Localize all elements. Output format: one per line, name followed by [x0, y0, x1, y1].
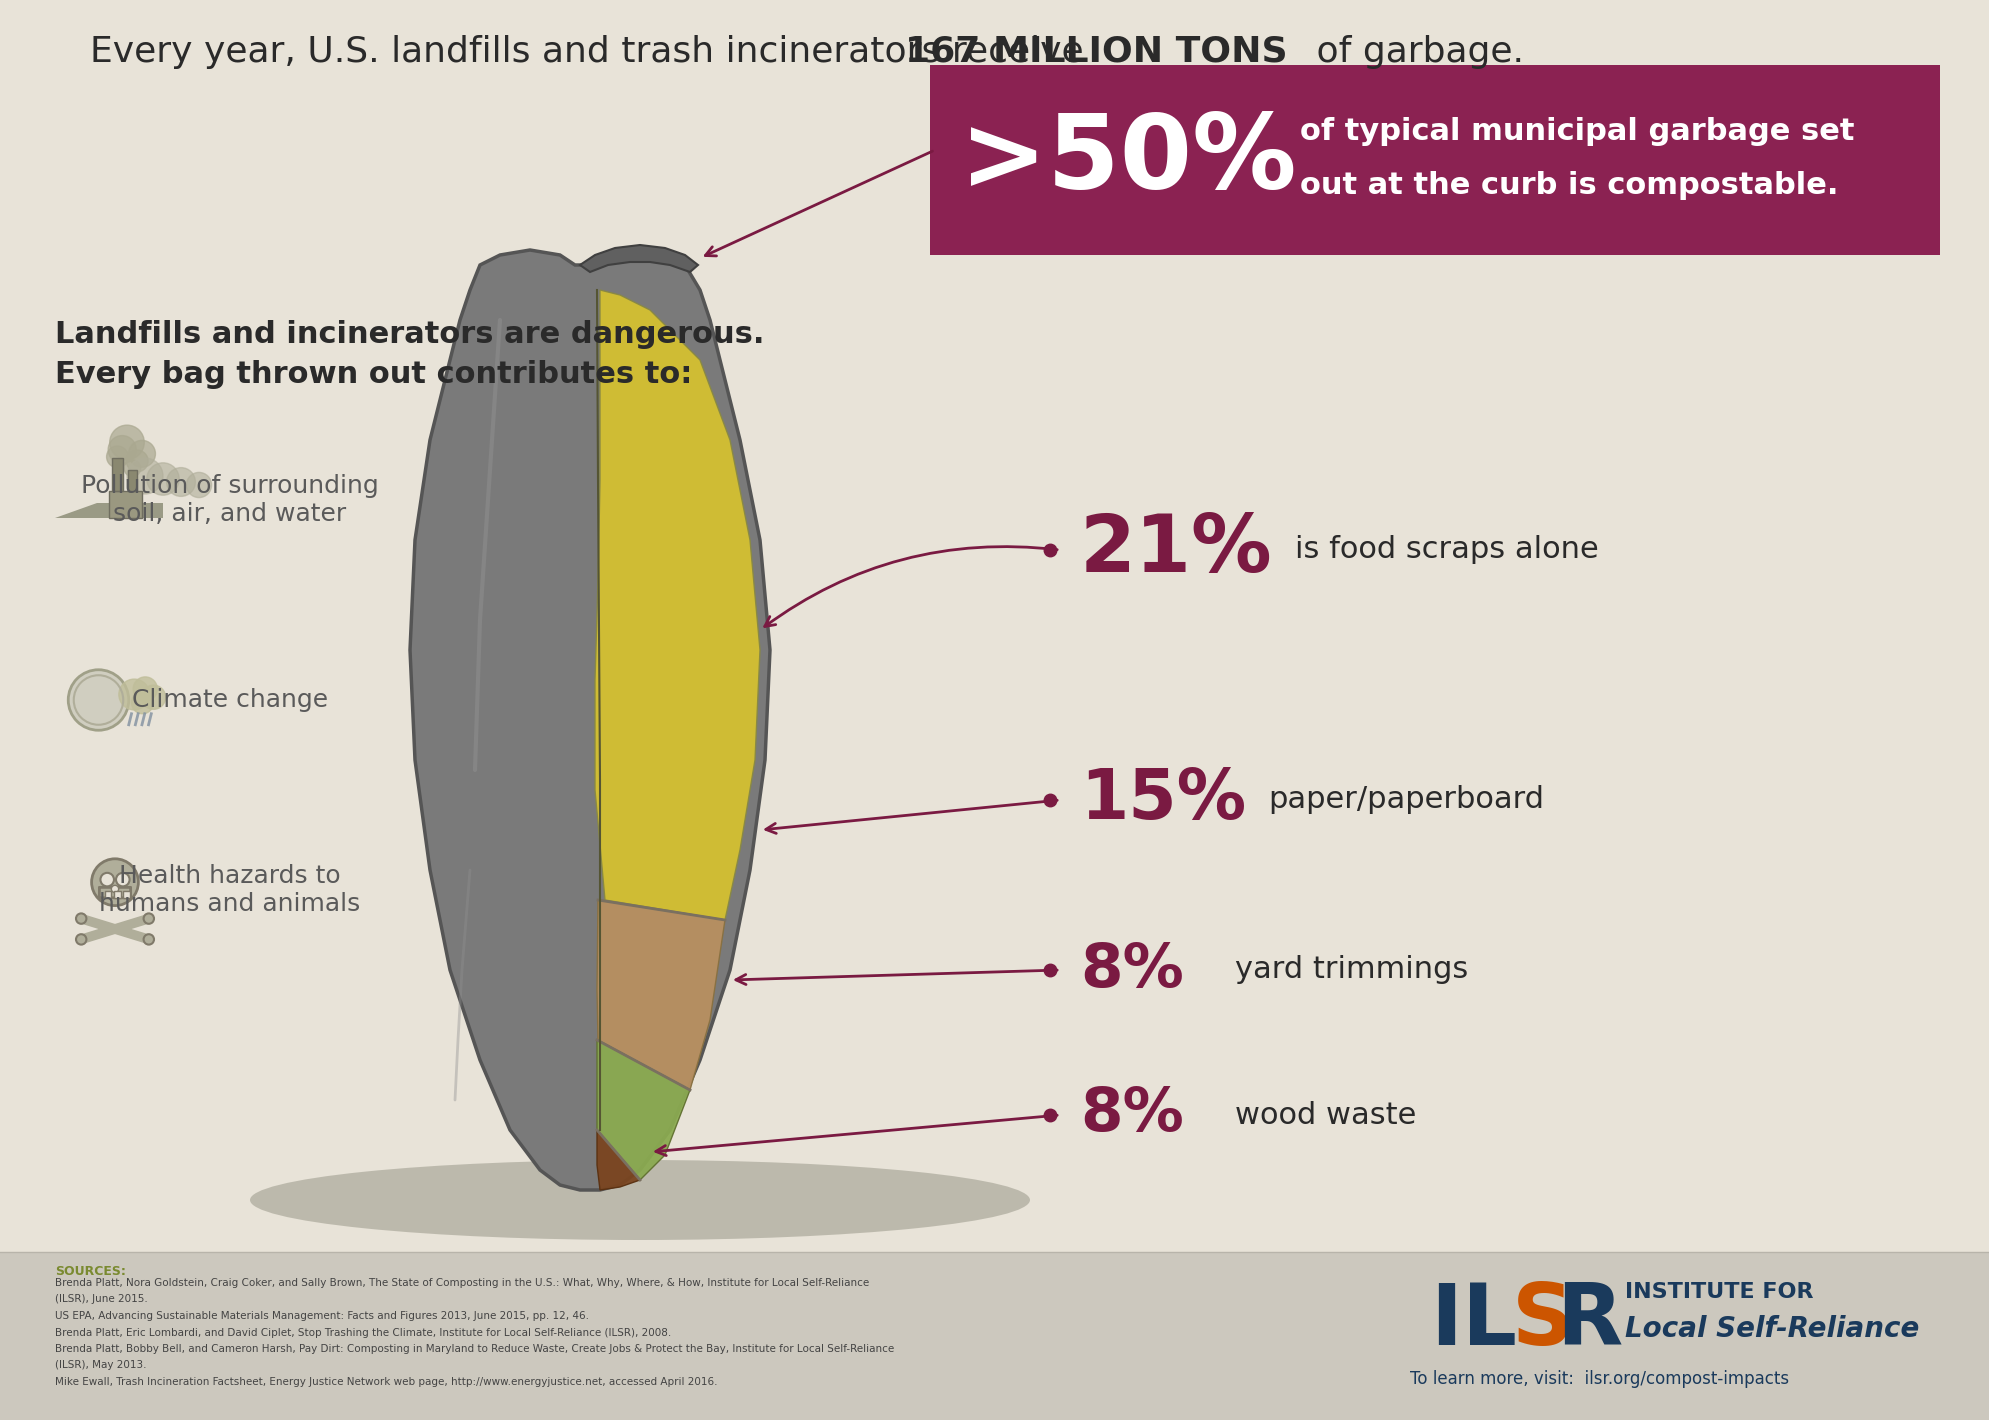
Text: paper/paperboard: paper/paperboard: [1267, 785, 1543, 815]
Circle shape: [187, 473, 211, 497]
Text: 167 MILLION TONS: 167 MILLION TONS: [905, 36, 1287, 70]
Bar: [111, 459, 123, 491]
Text: Climate change: Climate change: [131, 689, 328, 711]
Text: S: S: [1512, 1279, 1573, 1363]
Polygon shape: [597, 1130, 640, 1190]
Bar: [929, 65, 1939, 256]
Text: SOURCES:: SOURCES:: [56, 1265, 125, 1278]
Circle shape: [133, 677, 157, 701]
Text: is food scraps alone: is food scraps alone: [1295, 535, 1597, 565]
Circle shape: [91, 859, 139, 906]
Circle shape: [107, 446, 127, 467]
Bar: [113, 890, 121, 897]
Text: out at the curb is compostable.: out at the curb is compostable.: [1299, 170, 1838, 199]
Circle shape: [123, 460, 141, 477]
Polygon shape: [597, 1039, 690, 1180]
Text: To learn more, visit:  ilsr.org/compost-impacts: To learn more, visit: ilsr.org/compost-i…: [1410, 1370, 1788, 1387]
FancyBboxPatch shape: [99, 888, 131, 897]
Text: R: R: [1555, 1279, 1621, 1363]
Polygon shape: [595, 290, 760, 920]
Circle shape: [119, 679, 149, 710]
Text: of garbage.: of garbage.: [1305, 36, 1524, 70]
Circle shape: [143, 913, 153, 924]
Circle shape: [115, 873, 129, 886]
Bar: [109, 491, 141, 518]
Text: Landfills and incinerators are dangerous.: Landfills and incinerators are dangerous…: [56, 320, 764, 349]
Circle shape: [143, 934, 153, 944]
Text: Pollution of surrounding
soil, air, and water: Pollution of surrounding soil, air, and …: [82, 474, 378, 525]
Bar: [127, 470, 137, 491]
Circle shape: [127, 459, 163, 494]
Text: 8%: 8%: [1080, 940, 1183, 1000]
Text: Brenda Platt, Eric Lombardi, and David Ciplet, Stop Trashing the Climate, Instit: Brenda Platt, Eric Lombardi, and David C…: [56, 1328, 670, 1338]
Text: Local Self-Reliance: Local Self-Reliance: [1625, 1315, 1919, 1343]
Polygon shape: [597, 900, 724, 1091]
Circle shape: [76, 913, 86, 924]
Polygon shape: [579, 246, 698, 273]
Text: Every year, U.S. landfills and trash incinerators receive: Every year, U.S. landfills and trash inc…: [90, 36, 1094, 70]
Text: yard trimmings: yard trimmings: [1235, 956, 1468, 984]
Polygon shape: [410, 250, 770, 1190]
Bar: [0, 1252, 1989, 1420]
Circle shape: [107, 436, 135, 464]
Text: >50%: >50%: [959, 109, 1297, 210]
Bar: [123, 890, 129, 897]
Circle shape: [129, 440, 155, 467]
Circle shape: [76, 934, 86, 944]
Ellipse shape: [251, 1160, 1030, 1240]
Text: Health hazards to
humans and animals: Health hazards to humans and animals: [99, 865, 360, 916]
Text: Brenda Platt, Nora Goldstein, Craig Coker, and Sally Brown, The State of Compost: Brenda Platt, Nora Goldstein, Craig Coke…: [56, 1278, 869, 1288]
Text: Every bag thrown out contributes to:: Every bag thrown out contributes to:: [56, 361, 692, 389]
Circle shape: [111, 885, 119, 893]
Circle shape: [167, 467, 195, 497]
Text: 8%: 8%: [1080, 1085, 1183, 1145]
Text: 21%: 21%: [1080, 511, 1273, 589]
Circle shape: [131, 692, 153, 714]
Text: IL: IL: [1430, 1279, 1516, 1363]
Text: INSTITUTE FOR: INSTITUTE FOR: [1625, 1282, 1812, 1302]
Text: (ILSR), May 2013.: (ILSR), May 2013.: [56, 1360, 147, 1370]
Text: 15%: 15%: [1080, 767, 1245, 834]
Circle shape: [147, 463, 179, 496]
Bar: [105, 890, 111, 897]
Circle shape: [109, 425, 145, 460]
Text: wood waste: wood waste: [1235, 1100, 1416, 1129]
Text: Mike Ewall, Trash Incineration Factsheet, Energy Justice Network web page, http:: Mike Ewall, Trash Incineration Factsheet…: [56, 1377, 718, 1387]
Text: of typical municipal garbage set: of typical municipal garbage set: [1299, 118, 1854, 146]
Circle shape: [125, 450, 147, 471]
Polygon shape: [56, 503, 163, 518]
Circle shape: [99, 873, 113, 886]
Circle shape: [141, 684, 165, 710]
Text: US EPA, Advancing Sustainable Materials Management: Facts and Figures 2013, June: US EPA, Advancing Sustainable Materials …: [56, 1311, 589, 1321]
Circle shape: [68, 670, 129, 730]
Text: (ILSR), June 2015.: (ILSR), June 2015.: [56, 1295, 147, 1305]
Text: Brenda Platt, Bobby Bell, and Cameron Harsh, Pay Dirt: Composting in Maryland to: Brenda Platt, Bobby Bell, and Cameron Ha…: [56, 1343, 893, 1355]
